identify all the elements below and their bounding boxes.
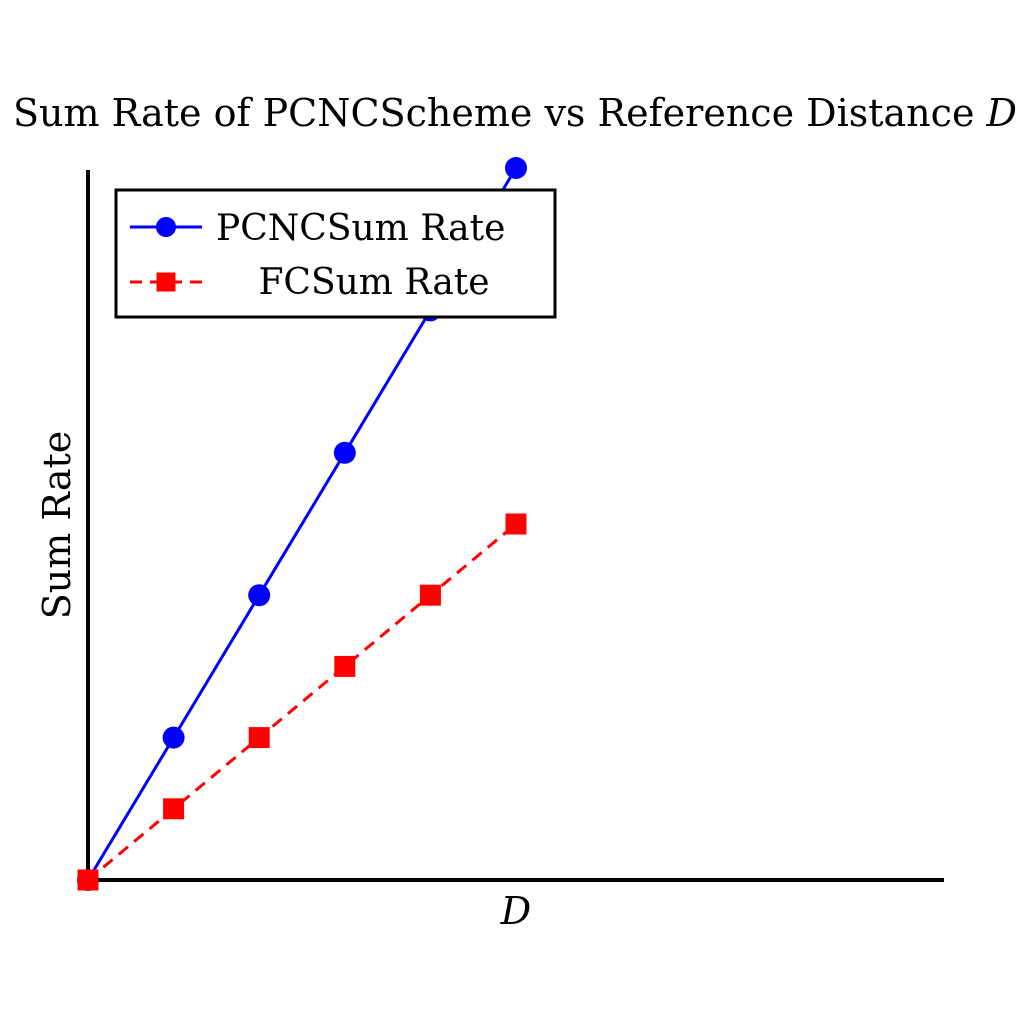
data-point-pcnc-3 bbox=[333, 441, 356, 464]
chart-title-main: Sum Rate of PCNCScheme vs Reference Dist… bbox=[13, 91, 987, 135]
data-point-fc-0 bbox=[77, 869, 99, 891]
data-point-fc-5 bbox=[505, 513, 527, 535]
data-point-fc-2 bbox=[248, 727, 270, 749]
data-point-pcnc-1 bbox=[162, 726, 185, 749]
legend-label-pcnc: PCNCSum Rate bbox=[216, 208, 505, 249]
y-axis-label: Sum Rate bbox=[35, 431, 79, 620]
series-line-fc bbox=[87, 522, 517, 882]
legend-label-fc: FCSum Rate bbox=[258, 262, 489, 303]
legend-marker-pcnc bbox=[156, 217, 176, 237]
legend-marker-fc bbox=[156, 272, 176, 292]
data-point-fc-1 bbox=[163, 798, 185, 820]
data-point-pcnc-2 bbox=[248, 584, 271, 607]
axes bbox=[86, 170, 944, 882]
legend: PCNCSum Rate FCSum Rate bbox=[114, 188, 557, 319]
data-point-pcnc-5 bbox=[505, 157, 527, 179]
x-axis-label: D bbox=[500, 889, 531, 933]
chart-title-symbol: D bbox=[986, 91, 1017, 135]
data-point-fc-4 bbox=[419, 584, 441, 606]
legend-box bbox=[114, 188, 557, 319]
chart-title: Sum Rate of PCNCScheme vs Reference Dist… bbox=[13, 91, 1017, 135]
data-point-fc-3 bbox=[334, 655, 356, 677]
